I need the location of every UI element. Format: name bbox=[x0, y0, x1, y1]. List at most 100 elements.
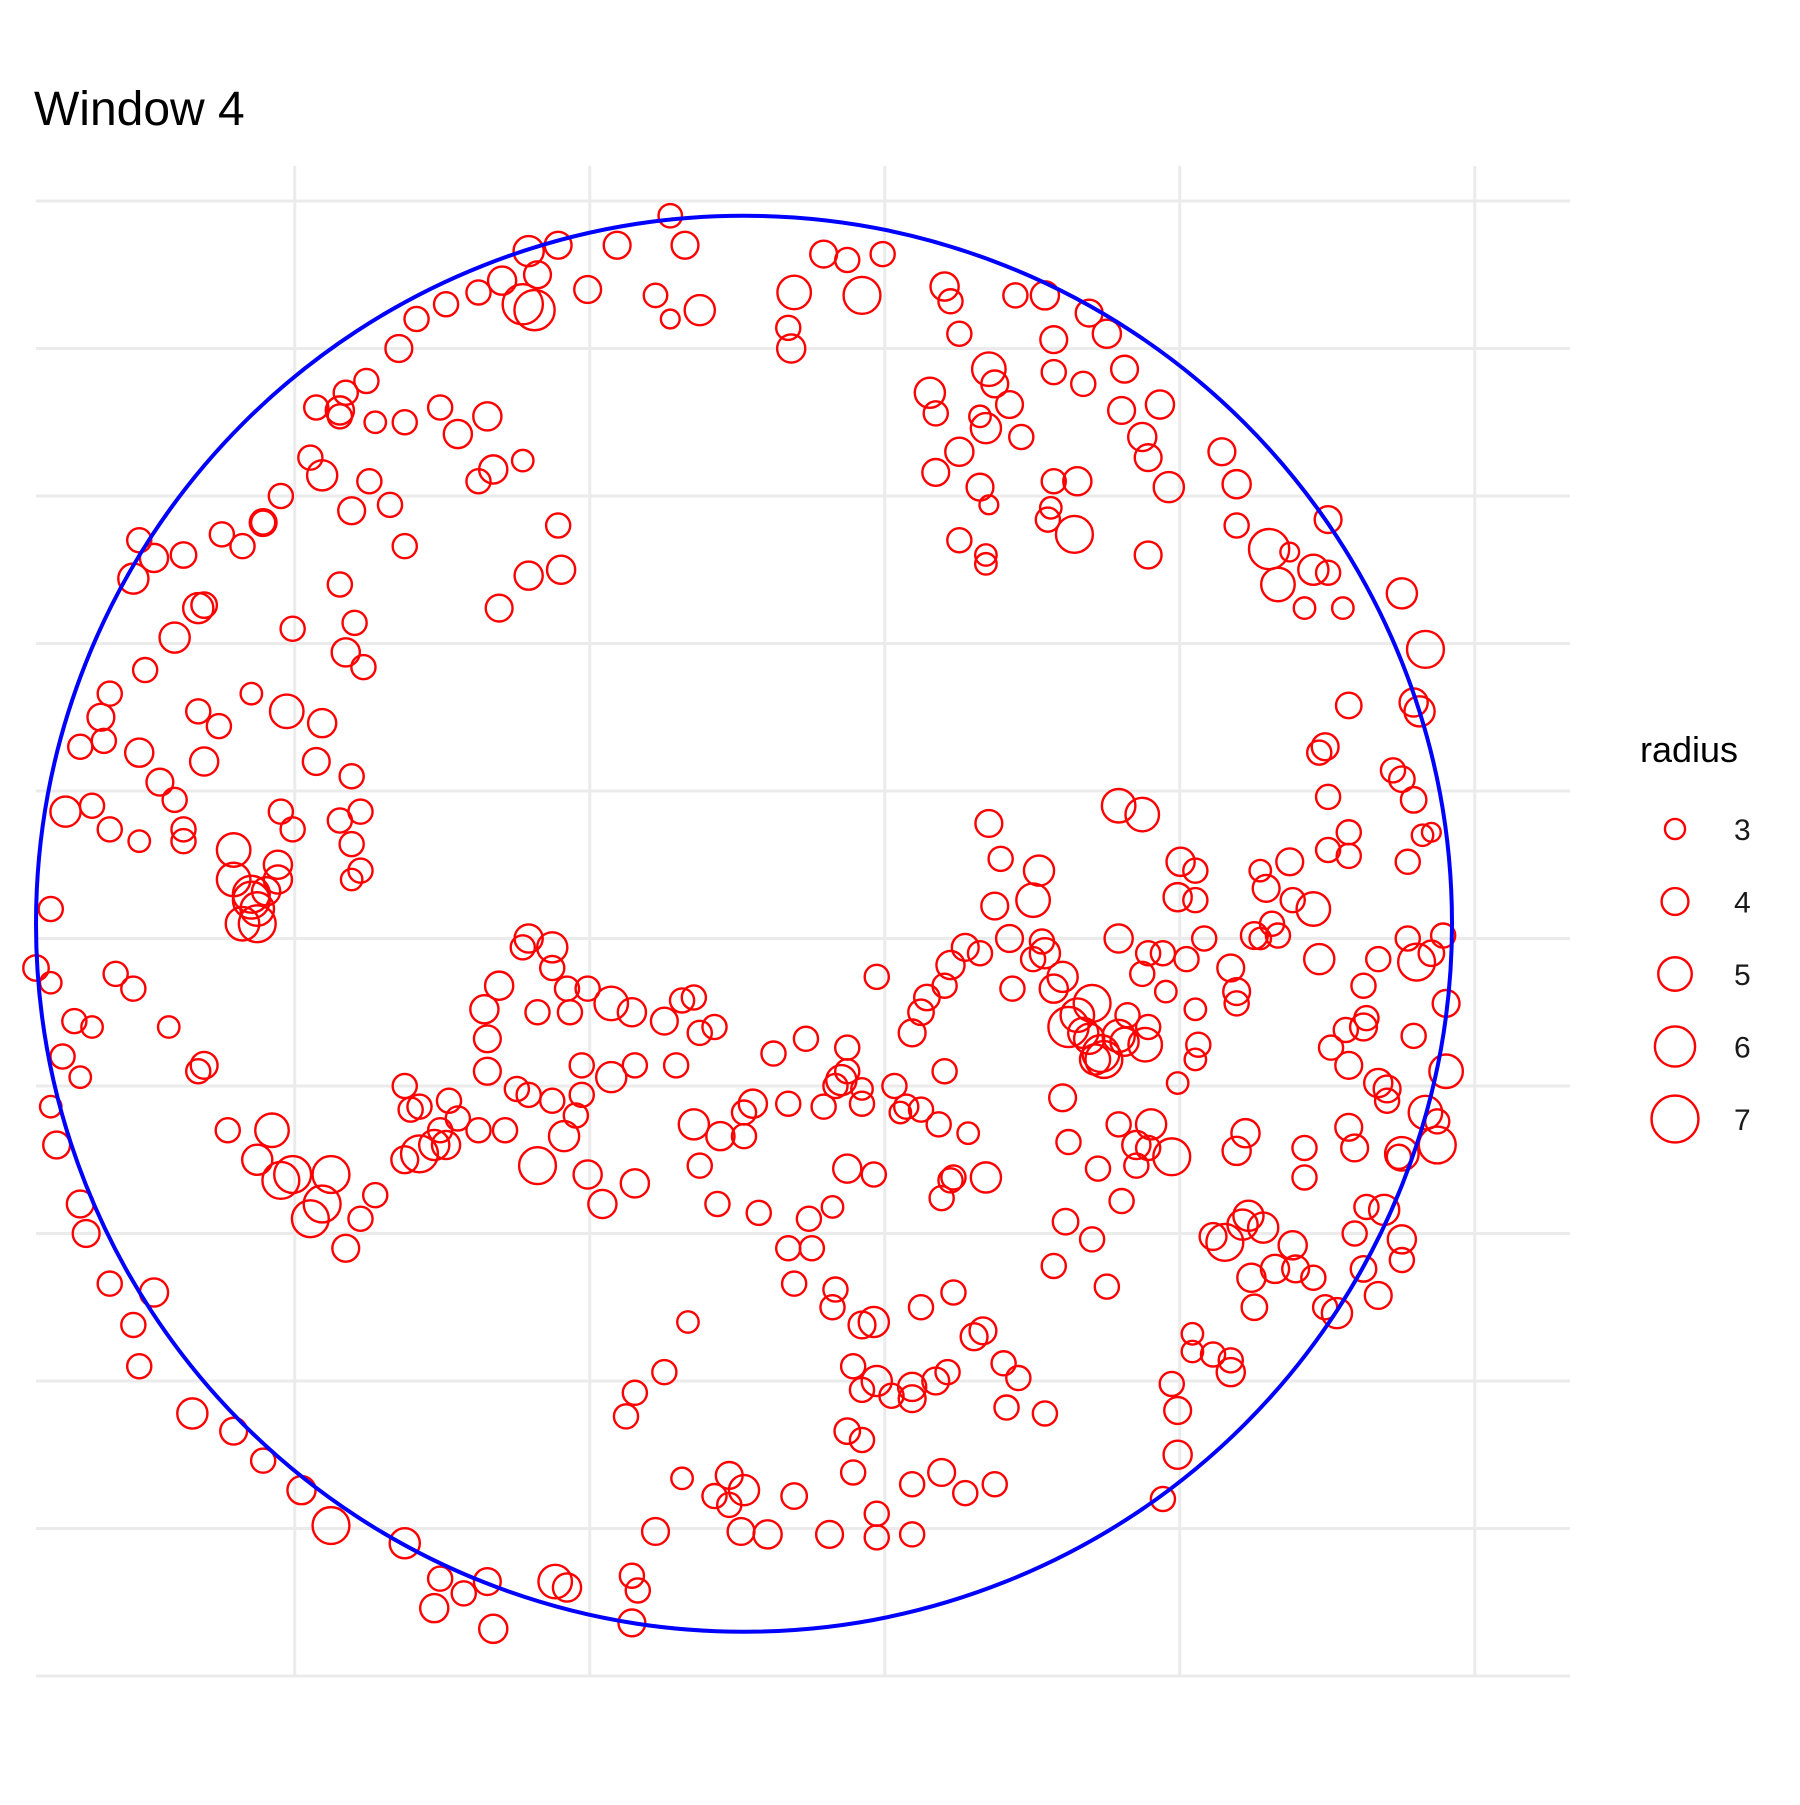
point bbox=[301, 746, 331, 777]
point bbox=[248, 507, 278, 538]
point bbox=[1205, 1222, 1245, 1262]
point bbox=[363, 410, 388, 435]
point bbox=[49, 795, 82, 828]
point bbox=[881, 1072, 908, 1100]
point bbox=[1385, 577, 1419, 610]
point bbox=[863, 963, 891, 991]
point bbox=[66, 733, 94, 761]
point bbox=[1332, 1016, 1360, 1044]
point bbox=[249, 509, 277, 536]
point bbox=[978, 494, 1000, 516]
point bbox=[839, 1352, 867, 1380]
point bbox=[384, 333, 414, 364]
point bbox=[208, 521, 236, 548]
point bbox=[912, 983, 941, 1012]
point bbox=[465, 1116, 492, 1144]
point bbox=[391, 408, 419, 436]
point bbox=[659, 308, 681, 330]
point bbox=[869, 240, 896, 268]
point bbox=[290, 1199, 330, 1239]
point bbox=[96, 816, 124, 843]
point bbox=[145, 767, 175, 797]
point bbox=[737, 1088, 769, 1119]
point bbox=[1134, 1108, 1168, 1141]
point bbox=[969, 411, 1003, 445]
point bbox=[944, 436, 975, 468]
point bbox=[535, 931, 569, 964]
point bbox=[1180, 1339, 1205, 1364]
point bbox=[857, 1305, 891, 1339]
point bbox=[616, 996, 648, 1028]
point bbox=[1302, 942, 1336, 976]
point bbox=[676, 1310, 700, 1334]
point bbox=[302, 1184, 342, 1224]
point bbox=[831, 1153, 863, 1184]
point bbox=[1040, 1252, 1068, 1280]
point bbox=[1173, 945, 1200, 973]
point bbox=[968, 1316, 998, 1346]
point bbox=[1313, 504, 1343, 535]
point bbox=[1314, 836, 1342, 864]
point bbox=[780, 1482, 809, 1510]
point bbox=[1429, 922, 1457, 949]
point bbox=[68, 1065, 93, 1090]
point bbox=[1363, 1280, 1393, 1311]
point bbox=[123, 737, 155, 768]
point bbox=[556, 998, 584, 1026]
point bbox=[1093, 1273, 1121, 1300]
point bbox=[1005, 1364, 1032, 1392]
point bbox=[1180, 1321, 1205, 1346]
point bbox=[618, 1562, 646, 1589]
point bbox=[999, 975, 1026, 1002]
point bbox=[267, 798, 295, 825]
point bbox=[921, 457, 951, 487]
point bbox=[1152, 1137, 1192, 1177]
point bbox=[1239, 920, 1269, 951]
point bbox=[279, 615, 306, 643]
point bbox=[403, 305, 430, 333]
point bbox=[1216, 953, 1246, 983]
grid-lines bbox=[36, 166, 1570, 1678]
point bbox=[1246, 1211, 1280, 1244]
point bbox=[863, 1524, 891, 1551]
point bbox=[1334, 1112, 1364, 1142]
point bbox=[305, 459, 339, 492]
point bbox=[860, 1161, 888, 1188]
point bbox=[1403, 695, 1436, 728]
point bbox=[1015, 882, 1052, 919]
point bbox=[1152, 470, 1186, 504]
point bbox=[61, 1007, 88, 1035]
point bbox=[822, 1276, 849, 1303]
point bbox=[517, 1146, 558, 1186]
point bbox=[1028, 936, 1062, 970]
point bbox=[161, 786, 188, 814]
point bbox=[237, 904, 277, 944]
point bbox=[990, 1350, 1017, 1377]
point bbox=[1223, 512, 1250, 539]
point bbox=[1230, 1117, 1261, 1149]
point bbox=[820, 1195, 845, 1219]
point bbox=[752, 1519, 783, 1550]
point bbox=[391, 532, 419, 560]
point bbox=[435, 1087, 463, 1115]
point bbox=[484, 593, 514, 623]
point bbox=[705, 1120, 736, 1152]
point bbox=[587, 1188, 618, 1220]
point bbox=[619, 1168, 651, 1199]
legend-key bbox=[1653, 1025, 1697, 1068]
point bbox=[1040, 358, 1068, 386]
point bbox=[224, 905, 261, 942]
point bbox=[928, 1184, 955, 1212]
point bbox=[513, 923, 544, 954]
point bbox=[1062, 465, 1093, 497]
point bbox=[509, 934, 537, 961]
legend-key bbox=[1663, 817, 1687, 841]
point bbox=[1153, 979, 1178, 1004]
point bbox=[966, 939, 994, 967]
point bbox=[937, 288, 964, 315]
point bbox=[686, 1152, 714, 1179]
point bbox=[950, 932, 980, 962]
point bbox=[1259, 1253, 1291, 1285]
point bbox=[1386, 1224, 1418, 1255]
point bbox=[1108, 1187, 1135, 1215]
